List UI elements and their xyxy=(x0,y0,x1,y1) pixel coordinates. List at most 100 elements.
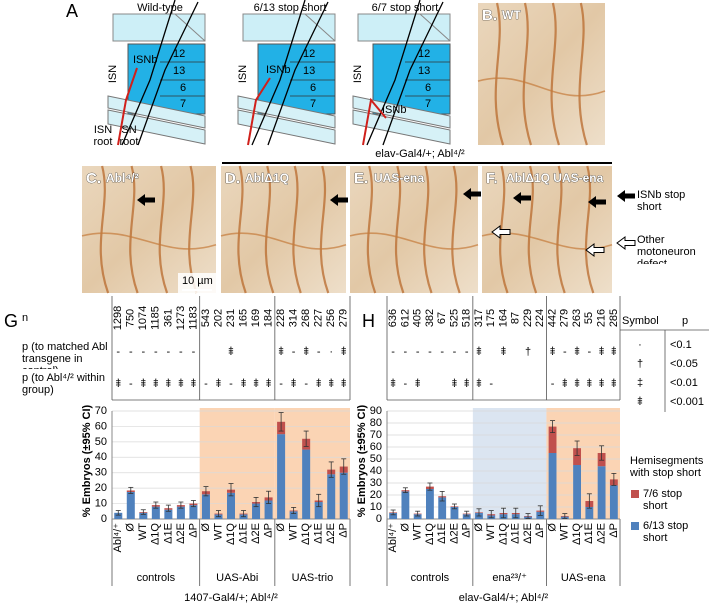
p-symbol: ⹋ xyxy=(140,378,146,390)
muscle-label: 6 xyxy=(310,82,316,94)
n-value: 164 xyxy=(497,309,509,327)
error-bar xyxy=(115,510,121,516)
diagram-line xyxy=(419,13,451,42)
key-p: <0.05 xyxy=(670,358,698,370)
row-label-box: p (to Abl⁴/² within group) xyxy=(22,372,105,396)
error-bar xyxy=(316,493,322,508)
arrow xyxy=(463,188,481,200)
x-tick-label: Δ1Q xyxy=(150,523,162,545)
p-symbol: ⹋ xyxy=(341,346,347,358)
x-tick-label: Δ2E xyxy=(175,523,187,544)
x-tick-label: WT xyxy=(137,523,149,540)
photo-label: E. xyxy=(354,170,368,187)
p-symbol: ⹋ xyxy=(266,378,272,390)
photo-label: B. xyxy=(482,7,497,24)
error-bar xyxy=(140,509,146,515)
panel-label: H xyxy=(362,311,375,331)
axon xyxy=(158,165,169,294)
diagram-ribbon xyxy=(237,95,336,129)
axon xyxy=(99,165,110,294)
p-symbol: - xyxy=(129,346,133,358)
n-value: 525 xyxy=(448,309,460,327)
n-value: 67 xyxy=(436,312,448,324)
annotation-box: Other motoneuron defect xyxy=(637,234,696,264)
n-value: 165 xyxy=(237,309,249,327)
group-shade xyxy=(546,408,620,519)
error-bar xyxy=(253,496,259,508)
p-symbol: ⹋ xyxy=(241,378,247,390)
error-bar xyxy=(476,508,482,517)
muscle-label: 13 xyxy=(173,65,185,77)
error-bar xyxy=(128,486,134,494)
bar-segment xyxy=(176,506,185,519)
bar-segment xyxy=(339,472,348,519)
x-axis-title: 1407-Gal4/+; Abl⁴/² xyxy=(184,592,278,604)
p-symbol: - xyxy=(465,346,469,358)
legend-label: 7/6 stop short xyxy=(643,488,683,512)
y-tick-label: 40 xyxy=(95,451,107,463)
p-symbol: - xyxy=(440,346,444,358)
p-symbol: - xyxy=(279,378,283,390)
y-tick-label: 20 xyxy=(370,489,382,501)
bar-segment xyxy=(302,449,311,519)
y-tick-label: 50 xyxy=(370,453,382,465)
x-axis-title: elav-Gal4/+; Abl⁴/² xyxy=(459,592,549,604)
x-tick-label: Ø xyxy=(546,523,558,532)
bar-segment xyxy=(389,513,398,519)
axon xyxy=(292,165,302,294)
annotation: ISNb stop short xyxy=(637,189,686,213)
root-label: SN root xyxy=(119,124,139,148)
photo-name: AblΔ1Q xyxy=(245,171,289,185)
x-tick-label: Δ2E xyxy=(325,523,337,544)
key-symbol: † xyxy=(637,358,643,370)
n-value: 636 xyxy=(387,309,399,327)
p-symbol: - xyxy=(229,378,233,390)
p-symbol: ⹋ xyxy=(550,346,556,358)
bar-segment xyxy=(151,506,160,519)
p-symbol: ⹋ xyxy=(587,378,593,390)
axon xyxy=(451,165,461,294)
n-value: 1298 xyxy=(112,306,124,330)
diagram-muscles xyxy=(127,43,206,115)
n-value: 405 xyxy=(412,309,424,327)
n-value: 543 xyxy=(200,309,212,327)
n-value: 285 xyxy=(608,309,620,327)
n-value: 361 xyxy=(162,309,174,327)
photo-label: F. xyxy=(486,170,498,187)
scale-label: 10 µm xyxy=(182,275,213,287)
legend-swatch xyxy=(631,522,639,530)
p-symbol: - xyxy=(304,378,308,390)
nerve xyxy=(267,1,329,146)
p-symbol: ⹋ xyxy=(415,378,421,390)
y-tick-label: 70 xyxy=(95,405,107,417)
error-bar xyxy=(415,510,421,517)
p-symbol: ⹋ xyxy=(228,346,234,358)
diagram-ribbon xyxy=(237,109,336,145)
p-symbol: ⹋ xyxy=(115,378,121,390)
muscle-label: 13 xyxy=(418,65,430,77)
p-symbol: - xyxy=(551,378,555,390)
x-tick-label: Δ1E xyxy=(436,523,448,544)
muscle-label: 12 xyxy=(303,48,315,60)
arrow xyxy=(617,190,635,202)
error-bar xyxy=(341,458,347,475)
muscle-label: 6 xyxy=(425,82,431,94)
nerve xyxy=(382,1,444,146)
error-bar xyxy=(562,513,568,519)
error-bar xyxy=(525,513,531,519)
bar-segment xyxy=(126,492,135,519)
x-tick-label: Δ1E xyxy=(162,523,174,544)
axon xyxy=(522,2,533,146)
n-value: 228 xyxy=(275,309,287,327)
p-symbol: † xyxy=(525,346,531,358)
bar-segment xyxy=(164,509,173,519)
branch xyxy=(247,77,271,146)
error-bar xyxy=(427,482,433,491)
photo-name: UAS-ena xyxy=(374,171,424,185)
root-label-box: ISN root xyxy=(94,124,113,148)
p-symbol: - xyxy=(563,346,567,358)
error-bar xyxy=(599,445,605,461)
x-tick-label: Δ1Q xyxy=(300,523,312,545)
error-bar xyxy=(241,510,247,518)
n-value: 216 xyxy=(596,309,608,327)
